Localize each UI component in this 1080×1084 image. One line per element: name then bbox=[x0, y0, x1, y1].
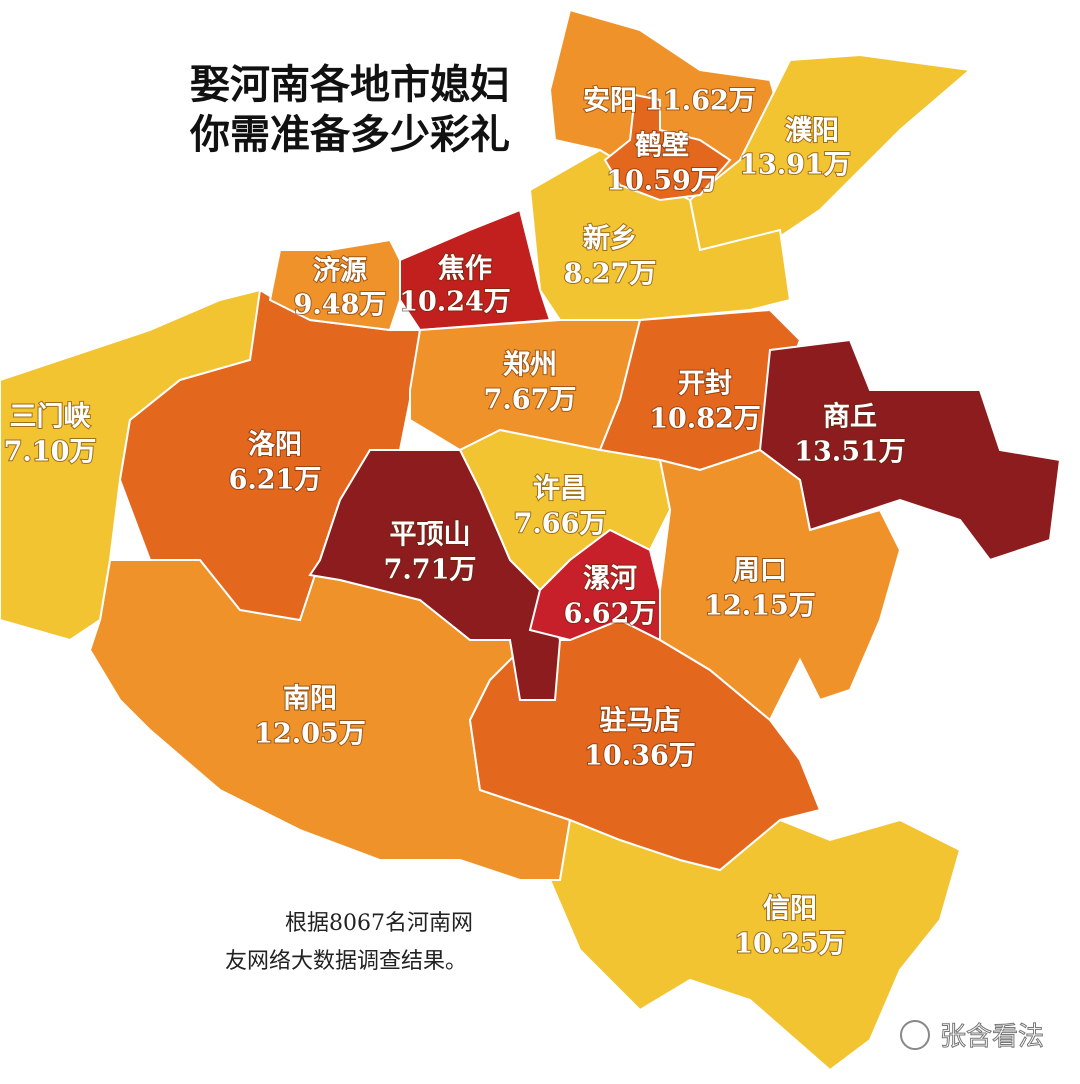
region-name: 商丘 bbox=[823, 402, 877, 433]
region bbox=[118, 288, 422, 622]
region-name: 信阳 bbox=[763, 894, 817, 925]
region-name: 许昌 bbox=[533, 474, 587, 505]
region-value: 6.21万 bbox=[229, 465, 322, 496]
region-name: 新乡 bbox=[583, 223, 637, 255]
region-value: 10.25万 bbox=[734, 929, 846, 960]
region-value: 13.51万 bbox=[794, 437, 906, 468]
footnote: 根据8067名河南网 bbox=[285, 911, 473, 936]
region bbox=[308, 449, 562, 701]
region bbox=[688, 53, 973, 251]
region-name: 郑州 bbox=[503, 350, 557, 381]
region-name: 鹤壁 bbox=[635, 130, 689, 162]
region-name: 周口 bbox=[733, 556, 787, 587]
watermark: 张含看法 bbox=[940, 1022, 1044, 1052]
title-line: 你需准备多少彩礼 bbox=[189, 111, 510, 158]
regions bbox=[0, 8, 1062, 1072]
region bbox=[528, 528, 661, 642]
region-value: 7.71万 bbox=[384, 555, 477, 586]
footnote: 友网络大数据调查结果。 bbox=[225, 949, 467, 974]
region-value: 7.67万 bbox=[484, 385, 577, 416]
region-value: 10.59万 bbox=[606, 166, 718, 197]
region-value: 7.66万 bbox=[514, 509, 607, 540]
region-name: 安阳 bbox=[583, 86, 637, 117]
region-name: 洛阳 bbox=[248, 430, 302, 461]
watermark-icon bbox=[900, 1020, 930, 1050]
region-name: 驻马店 bbox=[600, 706, 681, 737]
region-name: 济源 bbox=[313, 256, 367, 287]
region-value: 13.91万 bbox=[739, 150, 851, 181]
region bbox=[399, 208, 552, 332]
region-name: 焦作 bbox=[438, 253, 492, 285]
region-value: 12.15万 bbox=[704, 591, 816, 622]
region-name: 开封 bbox=[678, 369, 732, 400]
region-name: 平顶山 bbox=[390, 520, 471, 551]
region-value: 10.82万 bbox=[649, 404, 761, 435]
region-value: 8.27万 bbox=[564, 259, 657, 290]
region-value: 7.10万 bbox=[4, 437, 97, 468]
region-value: 9.48万 bbox=[294, 290, 387, 321]
region-name: 漯河 bbox=[583, 564, 637, 595]
region-value: 11.62万 bbox=[644, 86, 756, 117]
region-value: 6.62万 bbox=[564, 599, 657, 630]
region-value: 10.36万 bbox=[584, 741, 696, 772]
region-name: 南阳 bbox=[283, 684, 337, 715]
region-name: 濮阳 bbox=[785, 116, 839, 147]
region-value: 12.05万 bbox=[254, 719, 366, 750]
region-value: 10.24万 bbox=[399, 287, 511, 318]
region bbox=[603, 93, 732, 202]
region-name: 三门峡 bbox=[10, 402, 91, 433]
region bbox=[268, 238, 401, 332]
title-line: 娶河南各地市媳妇 bbox=[190, 61, 510, 108]
